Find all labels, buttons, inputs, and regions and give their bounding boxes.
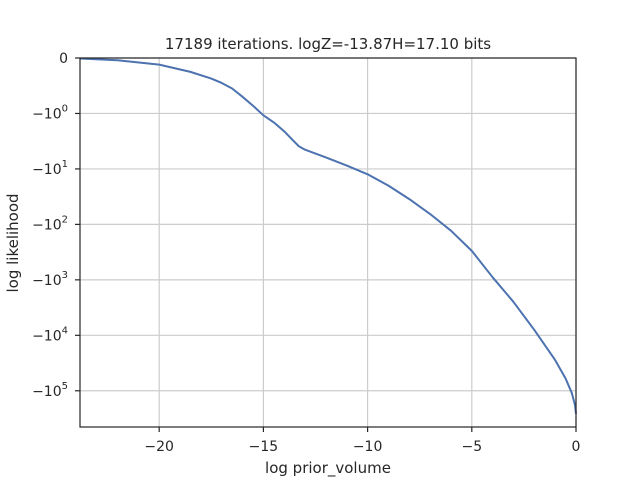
x-tick-label-0: −20 — [144, 439, 174, 455]
x-axis-label: log prior_volume — [265, 459, 391, 478]
chart-title: 17189 iterations. logZ=-13.87H=17.10 bit… — [165, 35, 491, 53]
series-layer — [79, 57, 577, 414]
x-tick-label-2: −10 — [353, 439, 383, 455]
y-tick-label-4: −103 — [32, 270, 68, 289]
series-line-0 — [79, 57, 577, 414]
grid — [80, 57, 577, 427]
y-axis: 0 −100 −101 −102 −103 −104 −105 — [32, 51, 80, 400]
y-tick-label-3: −102 — [32, 214, 68, 233]
y-tick-label-2: −101 — [32, 159, 68, 178]
y-tick-label-1: −100 — [32, 103, 68, 122]
y-axis-label: log likelihood — [4, 193, 22, 292]
y-tick-label-0: 0 — [59, 51, 68, 67]
plot-frame — [79, 57, 577, 428]
x-tick-label-3: −5 — [461, 439, 482, 455]
y-tick-label-6: −105 — [32, 381, 68, 400]
y-tick-label-5: −104 — [32, 325, 68, 344]
x-axis: −20 −15 −10 −5 0 — [144, 427, 580, 455]
x-tick-label-1: −15 — [249, 439, 279, 455]
x-tick-label-4: 0 — [572, 439, 581, 455]
